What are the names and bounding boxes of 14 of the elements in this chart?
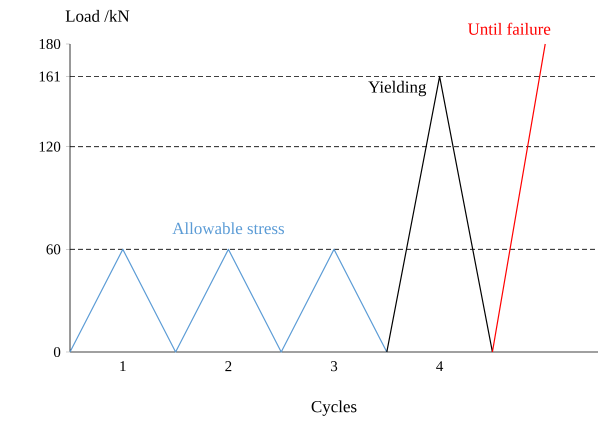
series-label: Allowable stress — [172, 222, 284, 234]
series-label: Yielding — [368, 80, 426, 96]
y-tick-label: 60 — [46, 244, 60, 254]
y-tick-label: 161 — [40, 71, 60, 82]
y-tick-label: 180 — [40, 38, 60, 50]
y-tick-label: 0 — [54, 346, 60, 358]
x-tick-label: 2 — [225, 361, 232, 372]
y-axis-title: Load /kN — [66, 10, 130, 22]
y-tick-label: 120 — [40, 142, 60, 152]
x-tick-label: 3 — [330, 361, 338, 372]
series-label: Until failure — [468, 22, 550, 35]
x-axis-title: Cycles — [312, 400, 356, 416]
x-tick-label: 1 — [120, 361, 126, 372]
x-tick-label: 4 — [436, 361, 444, 372]
